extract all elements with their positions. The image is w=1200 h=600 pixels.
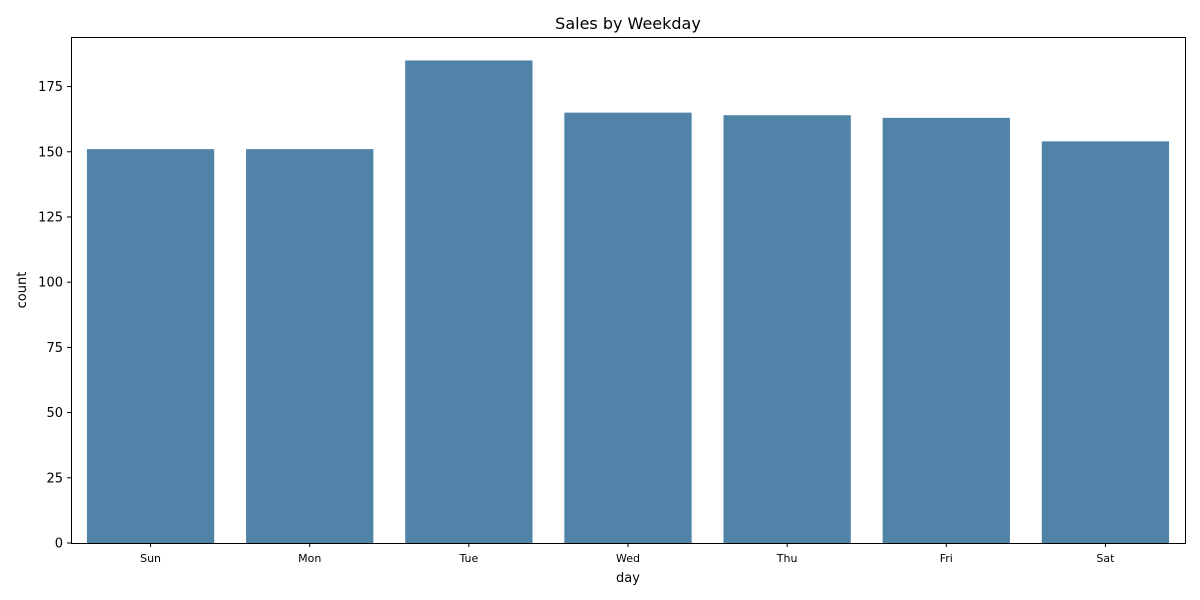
x-axis: Sun Mon Tue Wed Thu Fri Sat — [140, 543, 1115, 565]
x-tick-label: Sat — [1096, 552, 1115, 565]
plot-frame — [71, 37, 1186, 544]
y-tick-label: 25 — [46, 471, 63, 486]
y-tick-label: 75 — [46, 341, 63, 356]
chart-title: Sales by Weekday — [555, 14, 701, 33]
x-axis-label: day — [616, 571, 640, 586]
bar-fri — [882, 117, 1010, 544]
bars-group — [86, 60, 1170, 544]
x-tick-label: Wed — [616, 552, 640, 565]
y-tick-label: 175 — [38, 80, 63, 95]
bar-sat — [1041, 141, 1170, 543]
y-tick-label: 100 — [38, 276, 63, 291]
x-tick-label: Mon — [298, 552, 321, 565]
y-tick-label: 150 — [38, 145, 63, 160]
bar-wed — [564, 112, 692, 543]
bar-mon — [246, 149, 374, 543]
y-axis-label: count — [15, 272, 30, 309]
bar-thu — [723, 115, 851, 543]
bar-sun — [86, 149, 215, 543]
x-tick-label: Tue — [458, 552, 478, 565]
x-tick-label: Sun — [140, 552, 161, 565]
bar-tue — [405, 60, 533, 543]
y-tick-label: 125 — [38, 210, 63, 225]
y-axis: 0 25 50 75 100 125 150 175 — [38, 80, 71, 552]
y-tick-label: 50 — [46, 406, 63, 421]
x-tick-label: Fri — [940, 552, 953, 565]
y-tick-label: 0 — [55, 537, 63, 552]
x-tick-label: Thu — [776, 552, 798, 565]
